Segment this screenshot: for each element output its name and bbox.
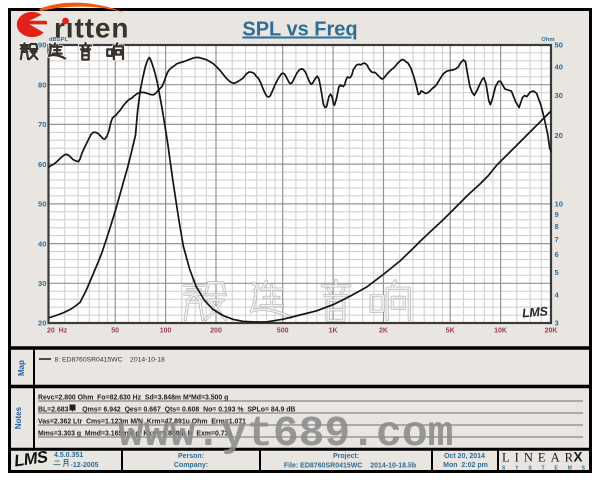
svg-text:File: ED8760SR0415WC 2014-1: File: ED8760SR0415WC 2014-10-18.lib <box>284 463 416 470</box>
svg-text:Mms=3.303 g Mmd=3.165m Kg Kx: Mms=3.303 g Mmd=3.165m Kg Kxm=5.889m H E… <box>38 431 232 438</box>
svg-text:dBSPL: dBSPL <box>49 37 68 43</box>
svg-text:50: 50 <box>111 328 119 335</box>
svg-text:Map: Map <box>17 360 26 376</box>
svg-text:20K: 20K <box>545 328 558 335</box>
svg-text:5: 5 <box>555 268 560 277</box>
svg-text:500: 500 <box>277 328 289 335</box>
svg-text:LMS: LMS <box>522 304 550 320</box>
svg-text:20: 20 <box>555 131 563 140</box>
svg-text:4: 4 <box>555 290 560 299</box>
svg-text:Ohm: Ohm <box>541 37 554 43</box>
svg-text:Vas=2.362 Ltr Cms=1.123m M/N: Vas=2.362 Ltr Cms=1.123m M/N Krm=47.891u… <box>38 419 246 426</box>
svg-text:60: 60 <box>38 160 46 169</box>
svg-text:3: 3 <box>555 319 559 328</box>
svg-text:10K: 10K <box>494 328 507 335</box>
svg-text:30: 30 <box>38 279 46 288</box>
svg-text:Person:: Person: <box>178 453 204 460</box>
svg-text:7: 7 <box>555 235 559 244</box>
svg-text:Company:: Company: <box>174 462 208 469</box>
svg-text:9: 9 <box>555 210 559 219</box>
svg-text:2K: 2K <box>379 328 388 335</box>
svg-text:100: 100 <box>160 328 172 335</box>
svg-text:20 Hz: 20 Hz <box>47 328 68 335</box>
svg-text:X: X <box>574 450 583 465</box>
svg-text:SPL vs Freq: SPL vs Freq <box>242 19 357 41</box>
svg-text:40: 40 <box>38 239 46 248</box>
svg-text:SYSTEMS: SYSTEMS <box>502 466 586 472</box>
svg-text:Mon 2:02 pm: Mon 2:02 pm <box>443 462 488 469</box>
svg-text:-12-2005: -12-2005 <box>71 462 99 469</box>
svg-text:80: 80 <box>38 80 46 89</box>
svg-text:30: 30 <box>555 91 563 100</box>
svg-text:LMS: LMS <box>13 448 49 471</box>
svg-text:8: 8 <box>555 222 559 231</box>
svg-text:90: 90 <box>38 41 46 50</box>
svg-text:70: 70 <box>38 120 46 129</box>
svg-text:50: 50 <box>555 41 563 50</box>
svg-text:40: 40 <box>555 63 563 72</box>
svg-text:20: 20 <box>38 319 46 328</box>
svg-text:6: 6 <box>555 250 559 259</box>
svg-text:8: ED8760SR0415WC 2014-10-1: 8: ED8760SR0415WC 2014-10-18 <box>55 357 166 364</box>
svg-text:rıtten: rıtten <box>54 13 129 44</box>
svg-text:Project:: Project: <box>333 453 359 460</box>
svg-text:200: 200 <box>210 328 222 335</box>
svg-text:BL=2.683 T Qms= 6.942 Qes=: BL=2.683 T Qms= 6.942 Qes= 0.667 Qts= 0.… <box>38 407 295 414</box>
svg-text:Revc=2.800 Ohm Fo=82.630 Hz: Revc=2.800 Ohm Fo=82.630 Hz Sd=3.848m M²… <box>38 395 228 402</box>
svg-text:5K: 5K <box>446 328 455 335</box>
svg-text:10: 10 <box>555 200 563 209</box>
svg-text:Notes: Notes <box>14 406 23 429</box>
svg-text:50: 50 <box>38 200 46 209</box>
svg-text:4.5.0.351: 4.5.0.351 <box>54 452 83 459</box>
svg-text:1K: 1K <box>329 328 338 335</box>
svg-text:www.yt689.com: www.yt689.com <box>118 409 453 458</box>
svg-text:Oct 20, 2014: Oct 20, 2014 <box>444 453 485 460</box>
